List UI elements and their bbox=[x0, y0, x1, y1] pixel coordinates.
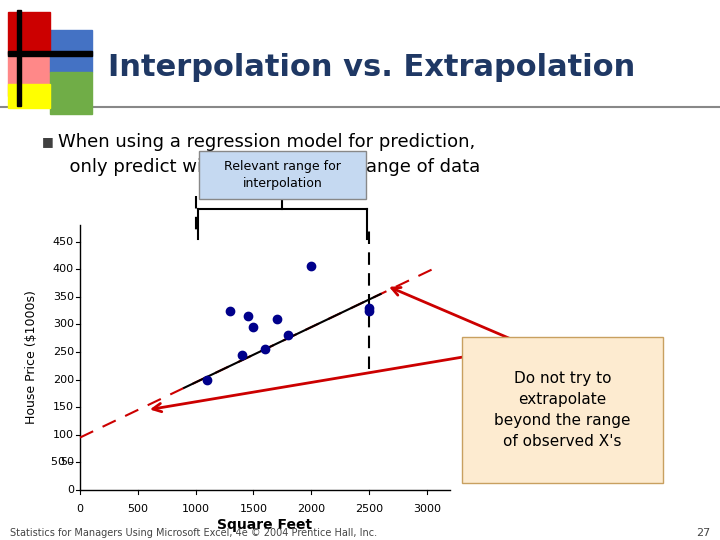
Text: 400: 400 bbox=[53, 264, 74, 274]
Text: 500: 500 bbox=[127, 504, 148, 514]
Text: 350: 350 bbox=[53, 292, 74, 302]
Text: 1500: 1500 bbox=[240, 504, 267, 514]
Text: Relevant range for
interpolation: Relevant range for interpolation bbox=[224, 160, 341, 190]
FancyBboxPatch shape bbox=[199, 151, 366, 199]
Text: 50: 50 bbox=[60, 457, 74, 468]
Bar bbox=[8, 51, 92, 56]
Text: When using a regression model for prediction,: When using a regression model for predic… bbox=[58, 133, 475, 151]
Bar bbox=[8, 12, 50, 54]
Text: 450: 450 bbox=[53, 237, 74, 247]
Text: Statistics for Managers Using Microsoft Excel, 4e © 2004 Prentice Hall, Inc.: Statistics for Managers Using Microsoft … bbox=[10, 528, 377, 538]
Text: 2000: 2000 bbox=[297, 504, 325, 514]
Text: Do not try to
extrapolate
beyond the range
of observed X's: Do not try to extrapolate beyond the ran… bbox=[494, 371, 631, 449]
Bar bbox=[50, 72, 92, 114]
Bar bbox=[50, 30, 92, 72]
Text: 250: 250 bbox=[53, 347, 74, 357]
Text: 27: 27 bbox=[696, 528, 710, 538]
FancyBboxPatch shape bbox=[462, 337, 663, 483]
Bar bbox=[8, 84, 50, 108]
Text: ■: ■ bbox=[42, 135, 54, 148]
Text: 3000: 3000 bbox=[413, 504, 441, 514]
Text: 300: 300 bbox=[53, 319, 74, 329]
Text: Interpolation vs. Extrapolation: Interpolation vs. Extrapolation bbox=[108, 53, 635, 83]
Text: House Price ($1000s): House Price ($1000s) bbox=[25, 291, 38, 424]
Text: 200: 200 bbox=[53, 375, 74, 384]
Bar bbox=[8, 54, 50, 96]
Text: 50 –: 50 – bbox=[51, 457, 74, 468]
Text: 1000: 1000 bbox=[181, 504, 210, 514]
Text: 100: 100 bbox=[53, 430, 74, 440]
Text: 0: 0 bbox=[67, 485, 74, 495]
Text: 2500: 2500 bbox=[355, 504, 383, 514]
Text: only predict within the relevant range of data: only predict within the relevant range o… bbox=[58, 158, 480, 176]
Text: 0: 0 bbox=[76, 504, 84, 514]
Bar bbox=[80, 225, 450, 490]
Bar bbox=[17, 10, 21, 106]
Text: 150: 150 bbox=[53, 402, 74, 412]
Text: Square Feet: Square Feet bbox=[217, 518, 312, 532]
